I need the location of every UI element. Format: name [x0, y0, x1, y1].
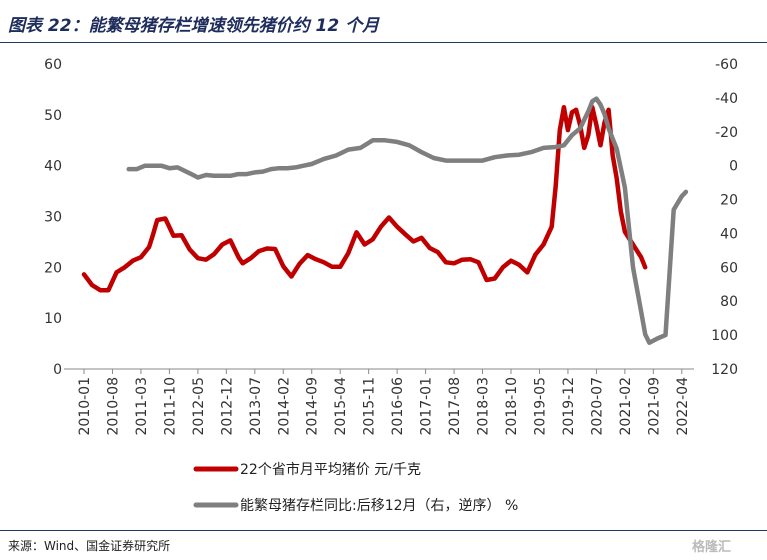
chart: 2010-01 2010-08 2011-03 2011-10 2012-05 2012-… — [44, 57, 738, 514]
x-tick-label: 2022-04 — [675, 377, 691, 436]
x-tick-label: 2015-04 — [333, 377, 349, 436]
legend-label-1: 22个省市月平均猪价 元/千克 — [240, 461, 421, 478]
series-line-2 — [126, 96, 689, 345]
x-tick-label: 2019-05 — [532, 377, 548, 436]
right-y-tick-label: -20 — [715, 125, 738, 141]
x-tick-label: 2010-01 — [77, 377, 93, 436]
x-tick-label: 2021-02 — [618, 377, 634, 436]
right-y-tick-label: 60 — [720, 260, 738, 276]
x-tick-label: 2012-05 — [191, 377, 207, 436]
x-tick-label: 2019-12 — [561, 377, 577, 436]
right-y-tick-label: 20 — [720, 193, 738, 209]
legend-label-2: 能繁母猪存栏同比:后移12月（右，逆序） % — [240, 498, 518, 514]
x-tick-label: 2014-02 — [276, 377, 292, 436]
x-tick-label: 2015-11 — [362, 377, 378, 436]
x-tick-label: 2020-07 — [589, 377, 605, 436]
right-y-tick-label: 40 — [720, 226, 738, 242]
right-y-tick-label: -40 — [715, 91, 738, 107]
source-note: 来源：Wind、国金证券研究所 — [8, 539, 171, 553]
left-y-tick-label: 20 — [44, 260, 62, 276]
x-tick-label: 2012-12 — [219, 377, 235, 436]
x-tick-label: 2017-08 — [447, 377, 463, 436]
x-tick-label: 2013-07 — [248, 377, 264, 436]
x-tick-label: 2021-09 — [646, 377, 662, 436]
left-y-tick-label: 40 — [44, 159, 62, 175]
chart-title: 图表 22：能繁母猪存栏增速领先猪价约 12 个月 — [8, 16, 380, 36]
right-y-tick-label: 100 — [711, 328, 738, 344]
title-divider — [0, 42, 767, 43]
x-tick-label: 2017-01 — [419, 377, 435, 436]
left-y-tick-label: 10 — [44, 311, 62, 327]
x-tick-label: 2018-10 — [504, 377, 520, 436]
left-y-tick-label: 0 — [53, 362, 62, 378]
left-y-tick-label: 30 — [44, 210, 62, 226]
x-tick-label: 2011-03 — [134, 377, 150, 436]
x-tick-label: 2016-06 — [390, 377, 406, 436]
left-y-tick-label: 50 — [44, 108, 62, 124]
series-line-1 — [81, 104, 648, 293]
right-y-tick-label: 120 — [711, 362, 738, 378]
left-y-tick-label: 60 — [44, 57, 62, 73]
x-tick-label: 2010-08 — [105, 377, 121, 436]
right-y-tick-label: 0 — [729, 159, 738, 175]
right-y-tick-label: 80 — [720, 294, 738, 310]
x-tick-label: 2014-09 — [305, 377, 321, 436]
watermark-logo: 格隆汇 — [692, 540, 732, 555]
title-bar: 图表 22：能繁母猪存栏增速领先猪价约 12 个月 — [0, 0, 767, 43]
right-y-tick-label: -60 — [715, 57, 738, 73]
footer-divider — [0, 530, 767, 531]
x-tick-label: 2018-03 — [476, 377, 492, 436]
x-tick-label: 2011-10 — [162, 377, 178, 436]
